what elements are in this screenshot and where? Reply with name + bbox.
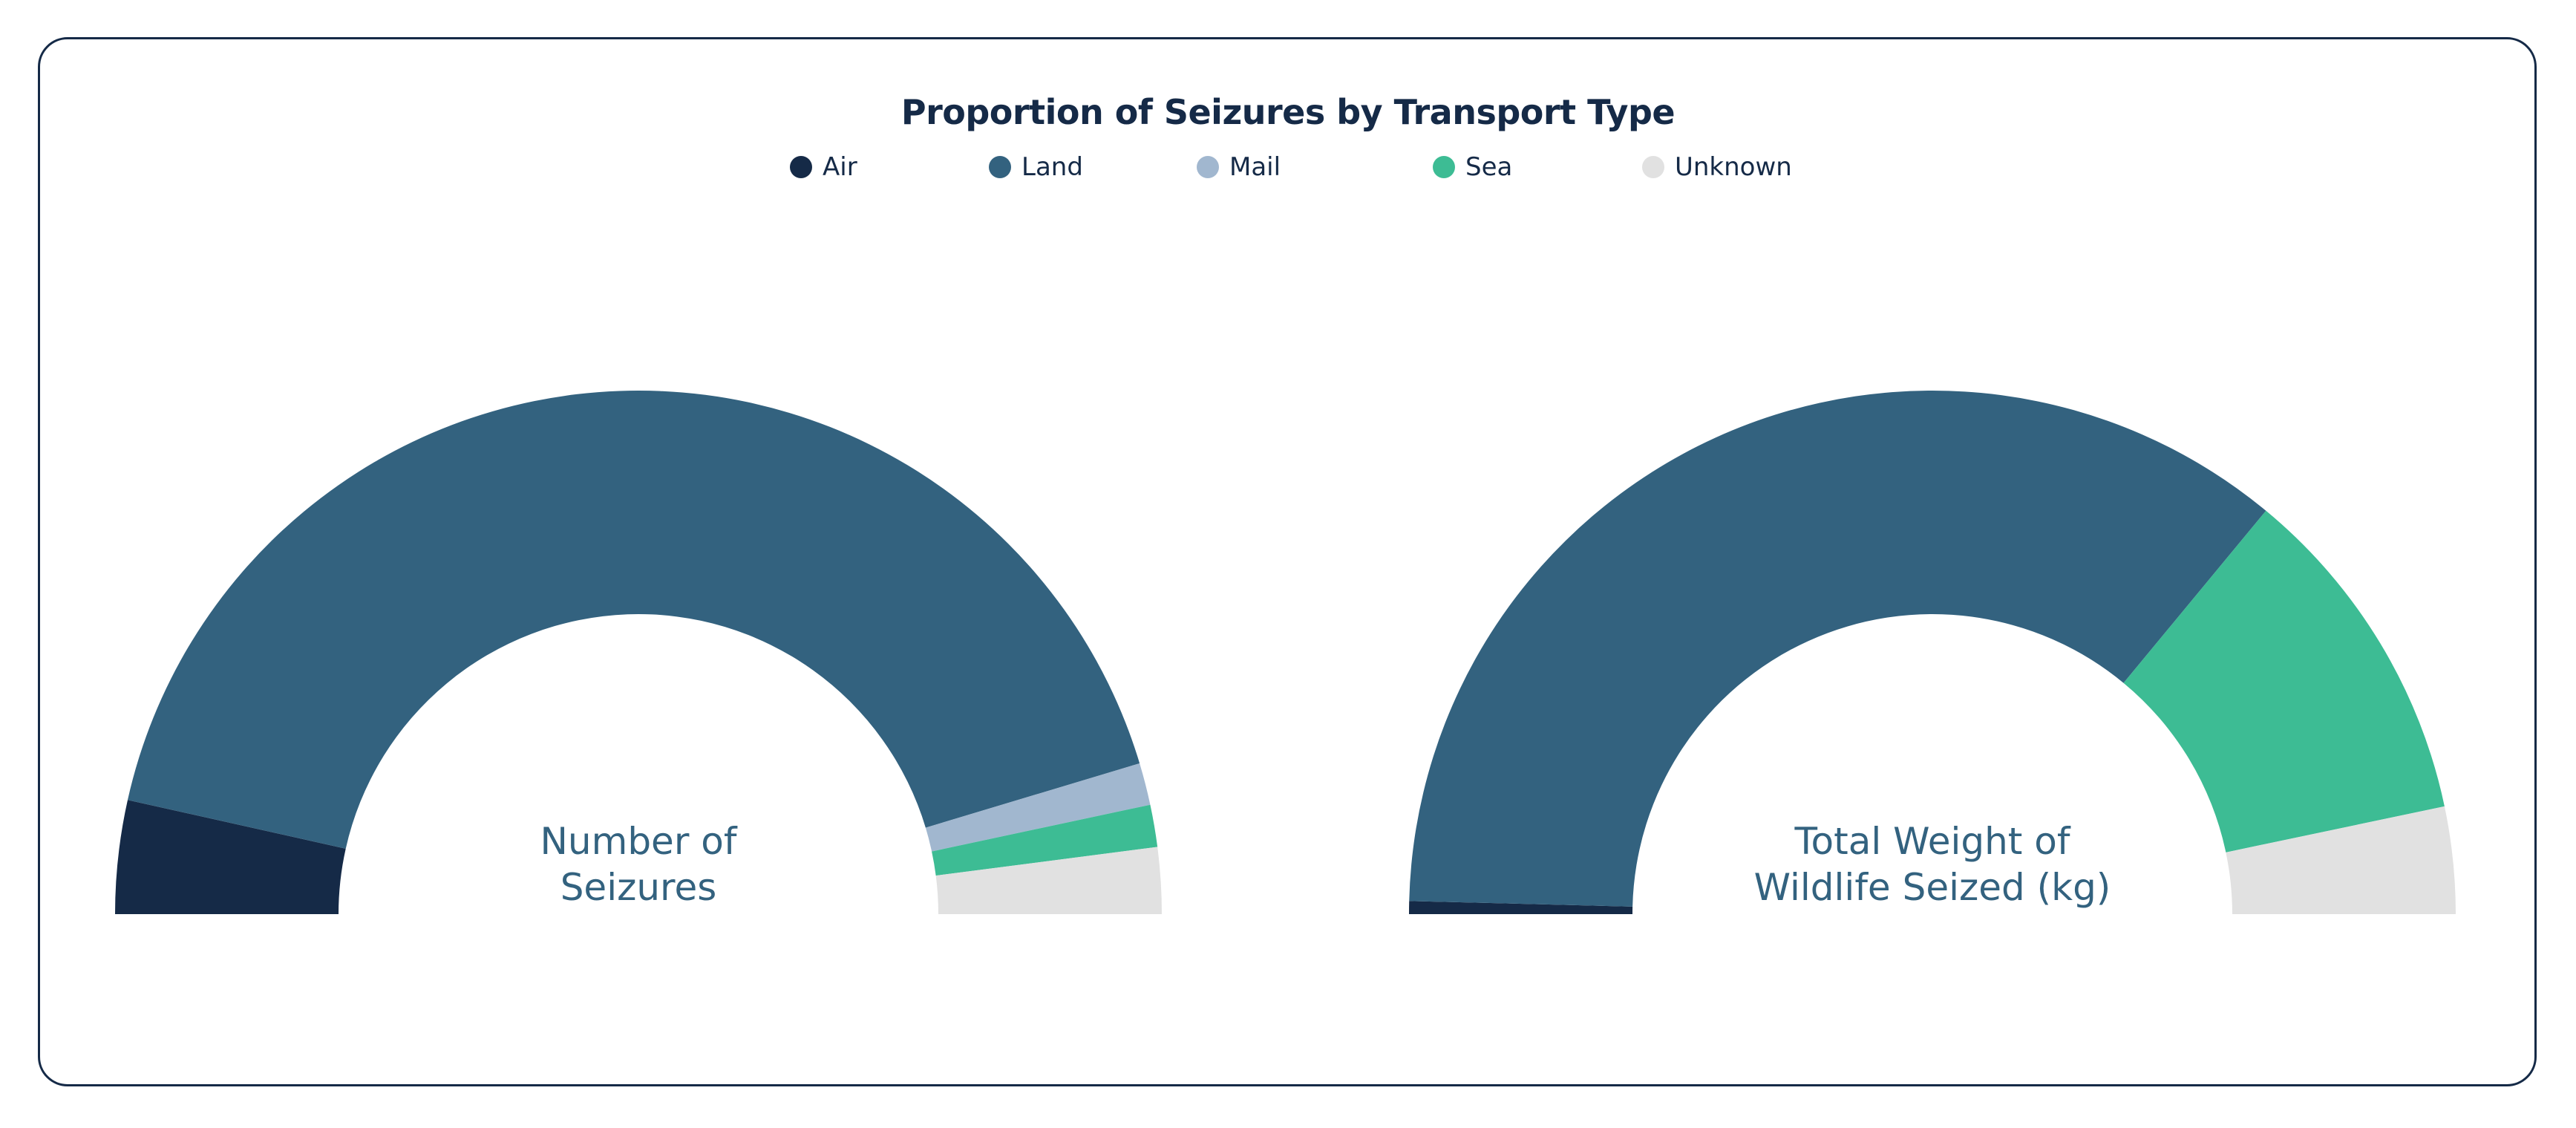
- gauge-label-line-2: Wildlife Seized (kg): [1754, 866, 2111, 909]
- legend-label-mail: Mail: [1229, 152, 1281, 182]
- gauge-label-line-2: Seizures: [560, 866, 717, 909]
- legend-dot-mail-icon: [1197, 156, 1219, 178]
- legend-item-mail[interactable]: Mail: [1197, 149, 1281, 186]
- legend-dot-unknown-icon: [1642, 156, 1664, 178]
- slice-unknown[interactable]: [935, 847, 1162, 914]
- slice-sea[interactable]: [932, 804, 1158, 876]
- legend-dot-sea-icon: [1433, 156, 1455, 178]
- slice-land[interactable]: [127, 391, 1140, 849]
- legend-label-sea: Sea: [1465, 152, 1513, 182]
- gauge-label-line-1: Number of: [540, 820, 738, 863]
- chart-title: Proportion of Seizures by Transport Type: [900, 92, 1676, 132]
- gauge-number-of-seizures: Number of Seizures: [115, 391, 1162, 914]
- slice-mail[interactable]: [925, 763, 1151, 852]
- slice-sea[interactable]: [2123, 510, 2445, 852]
- gauge-label-line-1: Total Weight of: [1794, 820, 2071, 863]
- slice-land[interactable]: [1409, 390, 2266, 907]
- slice-unknown[interactable]: [2226, 806, 2456, 914]
- slice-air[interactable]: [115, 800, 346, 914]
- legend-dot-air-icon: [790, 156, 812, 178]
- legend-item-sea[interactable]: Sea: [1433, 149, 1512, 186]
- legend-item-unknown[interactable]: Unknown: [1642, 149, 1792, 186]
- legend-item-land[interactable]: Land: [989, 149, 1083, 186]
- legend-dot-land-icon: [989, 156, 1011, 178]
- gauge-total-weight-seized: Total Weight of Wildlife Seized (kg): [1409, 390, 2456, 914]
- slice-air[interactable]: [1409, 901, 1633, 914]
- legend-item-air[interactable]: Air: [790, 149, 857, 186]
- legend-label-land: Land: [1021, 152, 1083, 182]
- legend-label-unknown: Unknown: [1675, 152, 1792, 182]
- legend-label-air: Air: [823, 152, 857, 182]
